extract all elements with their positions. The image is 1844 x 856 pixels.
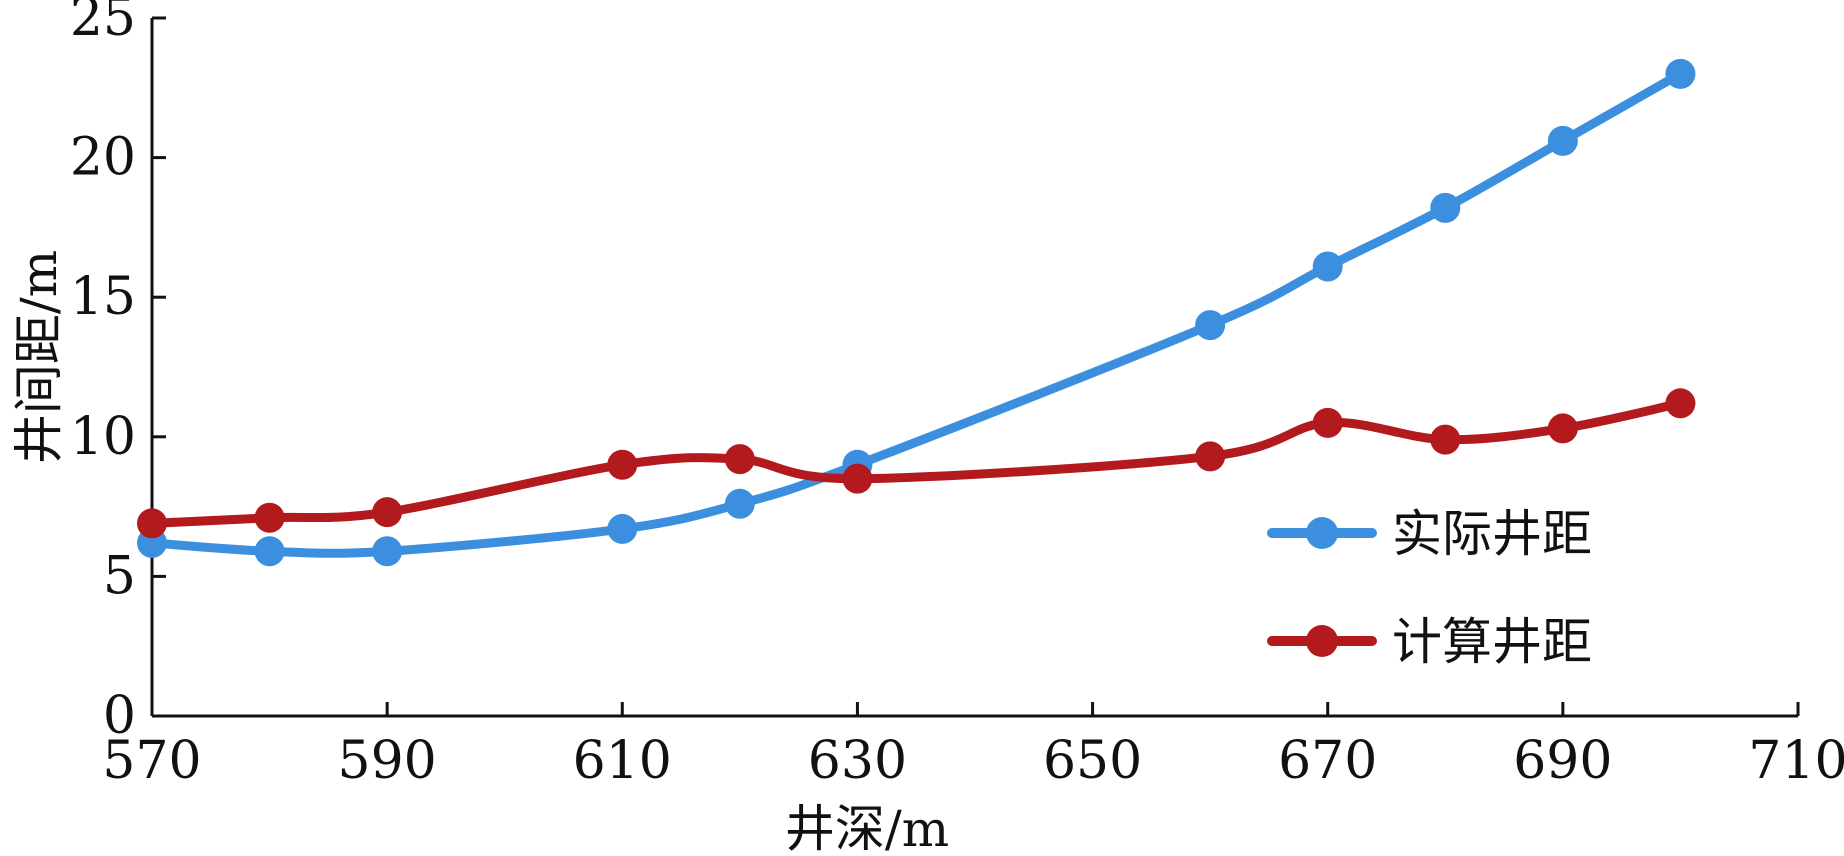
data-point-calculated [607,449,638,480]
legend-marker-calculated [1306,625,1338,657]
axes [150,18,1798,718]
data-point-calculated [254,502,285,533]
legend-marker-actual [1306,517,1338,549]
x-tick-label: 710 [1748,731,1844,791]
data-point-actual [1195,310,1226,341]
x-tick-label: 630 [808,731,907,791]
y-tick-label: 20 [70,128,136,188]
x-axis-title: 井深/m [785,800,949,856]
series-actual [137,58,1696,567]
x-tick-label: 670 [1278,731,1377,791]
legend-label-actual: 实际井距 [1392,505,1592,563]
y-ticks: 0 5 10 15 20 25 [70,0,166,746]
data-point-calculated [1547,413,1578,444]
data-point-actual [372,536,403,567]
data-point-actual [1312,251,1343,282]
x-tick-label: 610 [573,731,672,791]
y-tick-label: 5 [103,546,136,606]
x-ticks: 570 590 610 630 650 670 690 710 [102,702,1844,791]
y-tick-label: 25 [70,0,136,48]
data-point-calculated [1665,388,1696,419]
data-point-calculated [1195,441,1226,472]
data-point-actual [1547,125,1578,156]
data-point-calculated [137,508,167,539]
series-layer [137,58,1696,567]
data-point-calculated [372,497,403,528]
legend-item-actual: 实际井距 [1267,505,1592,563]
y-tick-label: 15 [70,267,136,327]
x-tick-label: 570 [102,731,201,791]
series-calculated [137,388,1696,539]
x-tick-label: 650 [1043,731,1142,791]
y-tick-label: 0 [103,686,136,746]
x-tick-label: 690 [1513,731,1612,791]
y-axis-title: 井间距/m [10,250,68,464]
legend-item-calculated: 计算井距 [1267,613,1592,671]
data-point-actual [1665,58,1696,89]
data-point-calculated [1312,407,1343,438]
data-point-calculated [1430,424,1461,455]
data-point-calculated [842,463,873,494]
data-point-actual [607,513,638,544]
legend-label-calculated: 计算井距 [1392,613,1592,671]
y-tick-label: 10 [70,407,136,467]
data-point-actual [1430,192,1461,223]
data-point-calculated [724,444,755,475]
legend: 实际井距 计算井距 [1267,505,1592,671]
data-point-actual [724,488,755,519]
data-point-actual [254,536,285,567]
x-tick-label: 590 [338,731,437,791]
